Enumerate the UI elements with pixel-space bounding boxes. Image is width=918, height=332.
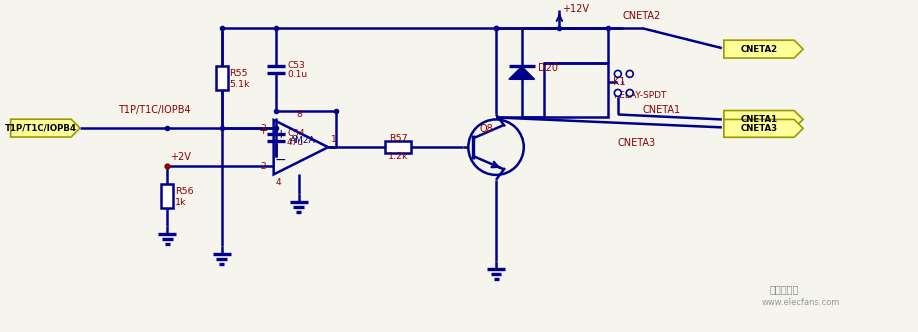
Text: RELAY-SPDT: RELAY-SPDT (613, 91, 666, 100)
Text: 1k: 1k (175, 198, 186, 207)
Text: 电子发烧友: 电子发烧友 (769, 284, 799, 294)
Circle shape (614, 70, 621, 77)
Text: Q8: Q8 (479, 124, 493, 134)
Text: www.elecfans.com: www.elecfans.com (762, 298, 840, 307)
Polygon shape (509, 66, 534, 79)
Text: +: + (275, 128, 285, 141)
Text: CNETA2: CNETA2 (741, 44, 778, 53)
Text: 1: 1 (331, 135, 337, 144)
Text: 2: 2 (260, 162, 265, 171)
Polygon shape (724, 40, 803, 58)
Text: C54: C54 (287, 129, 305, 138)
Bar (386, 141, 411, 153)
Text: T1P/T1C/IOPB4: T1P/T1C/IOPB4 (5, 124, 77, 132)
Text: 3: 3 (260, 124, 265, 132)
Bar (543, 63, 608, 118)
Polygon shape (11, 119, 80, 137)
Text: +12V: +12V (563, 4, 589, 14)
Bar (162, 185, 174, 208)
Text: CNETA3: CNETA3 (741, 124, 778, 133)
Text: R57: R57 (389, 134, 408, 143)
Text: 8: 8 (296, 110, 302, 119)
Text: CNETA1: CNETA1 (741, 115, 778, 124)
Text: 0.1u: 0.1u (287, 70, 308, 79)
Polygon shape (724, 111, 803, 128)
Text: K1: K1 (613, 77, 625, 87)
Text: C53: C53 (287, 61, 305, 70)
Circle shape (626, 90, 633, 96)
Text: +: + (259, 126, 268, 136)
Text: 5.1k: 5.1k (230, 80, 250, 89)
Text: CNETA3: CNETA3 (618, 138, 656, 148)
Circle shape (614, 90, 621, 96)
Text: R55: R55 (230, 69, 248, 78)
Text: −: − (274, 152, 286, 166)
Text: D20: D20 (538, 63, 557, 73)
Text: AM2A: AM2A (290, 136, 316, 145)
Text: T1P/T1C/IOPB4: T1P/T1C/IOPB4 (118, 105, 190, 115)
Text: CNETA1: CNETA1 (643, 105, 681, 115)
Polygon shape (724, 120, 803, 137)
Text: 4: 4 (275, 178, 281, 187)
Bar (216, 66, 228, 90)
Circle shape (626, 70, 633, 77)
Text: R56: R56 (175, 187, 194, 196)
Text: 47u: 47u (287, 138, 304, 147)
Text: +2V: +2V (170, 152, 191, 162)
Text: CNETA2: CNETA2 (622, 11, 661, 22)
Text: 1.2k: 1.2k (388, 152, 409, 161)
